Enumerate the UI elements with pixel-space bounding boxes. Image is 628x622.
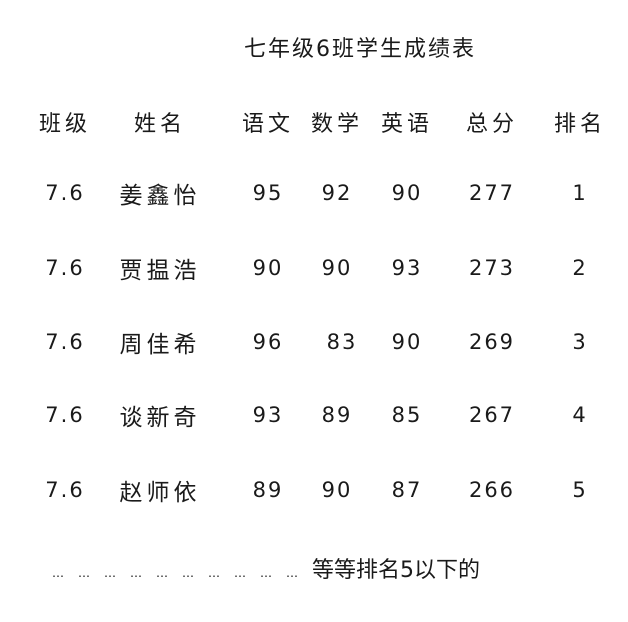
cell-math: 92	[321, 181, 353, 205]
cell-name: 谈新奇	[119, 405, 201, 431]
footer-note: … … … … … … … … … … 等等排名5以下的	[52, 552, 480, 584]
ellipsis: …	[234, 566, 247, 580]
page-title: 七年级6班学生成绩表	[244, 37, 476, 62]
cell-name: 贾揾浩	[119, 258, 201, 284]
header-total: 总分	[465, 112, 519, 137]
header-class: 班级	[38, 112, 92, 137]
cell-total: 267	[468, 403, 516, 427]
ellipsis: …	[156, 566, 169, 580]
cell-chinese: 90	[252, 256, 284, 280]
cell-total: 269	[468, 330, 516, 354]
cell-name: 赵师依	[119, 480, 201, 506]
cell-english: 93	[391, 256, 423, 280]
footer-text: 等等排名5以下的	[312, 558, 480, 583]
header-rank: 排名	[553, 112, 607, 137]
cell-total: 266	[468, 478, 516, 502]
cell-math: 90	[321, 478, 353, 502]
ellipsis: …	[104, 566, 117, 580]
ellipsis: …	[52, 566, 65, 580]
cell-math: 83	[326, 330, 358, 354]
cell-rank: 3	[572, 330, 588, 354]
cell-total: 273	[468, 256, 516, 280]
cell-english: 90	[391, 181, 423, 205]
header-english: 英语	[380, 112, 434, 137]
ellipsis: …	[130, 566, 143, 580]
cell-total: 277	[468, 181, 516, 205]
cell-class: 7.6	[45, 330, 85, 354]
cell-rank: 2	[572, 256, 588, 280]
cell-math: 89	[321, 403, 353, 427]
header-math: 数学	[310, 112, 364, 137]
cell-chinese: 95	[252, 181, 284, 205]
cell-name: 姜鑫怡	[119, 183, 201, 209]
header-chinese: 语文	[241, 112, 295, 137]
cell-chinese: 93	[252, 403, 284, 427]
cell-class: 7.6	[45, 478, 85, 502]
cell-rank: 4	[572, 403, 588, 427]
cell-rank: 5	[572, 478, 588, 502]
cell-chinese: 96	[252, 330, 284, 354]
cell-english: 85	[391, 403, 423, 427]
ellipsis: …	[208, 566, 221, 580]
cell-math: 90	[321, 256, 353, 280]
ellipsis: …	[260, 566, 273, 580]
cell-class: 7.6	[45, 256, 85, 280]
cell-chinese: 89	[252, 478, 284, 502]
cell-english: 87	[391, 478, 423, 502]
header-name: 姓名	[133, 112, 187, 137]
cell-english: 90	[391, 330, 423, 354]
ellipsis: …	[78, 566, 91, 580]
ellipsis: …	[182, 566, 195, 580]
cell-class: 7.6	[45, 403, 85, 427]
cell-rank: 1	[572, 181, 588, 205]
ellipsis: …	[286, 566, 299, 580]
cell-class: 7.6	[45, 181, 85, 205]
cell-name: 周佳希	[119, 332, 201, 358]
